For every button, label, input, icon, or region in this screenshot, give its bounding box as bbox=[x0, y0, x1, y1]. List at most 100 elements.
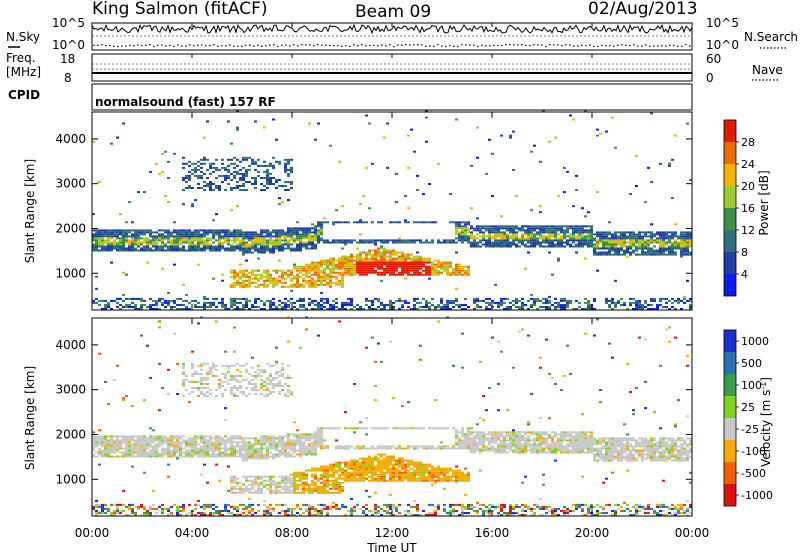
power-cell bbox=[107, 235, 110, 238]
power-cell bbox=[533, 227, 536, 230]
velocity-cell bbox=[176, 435, 179, 438]
velocity-cell bbox=[299, 475, 302, 478]
power-cell bbox=[458, 273, 461, 276]
power-cell bbox=[287, 241, 290, 244]
power-cell bbox=[650, 233, 653, 236]
velocity-cell bbox=[251, 475, 254, 478]
power-cell bbox=[659, 231, 662, 234]
velocity-cell bbox=[197, 455, 200, 458]
velocity-cell bbox=[302, 491, 305, 494]
power-cell bbox=[173, 221, 176, 224]
velocity-cell bbox=[188, 449, 191, 452]
power-cell bbox=[650, 247, 653, 250]
power-cell bbox=[287, 239, 290, 242]
velocity-cell bbox=[305, 507, 308, 510]
power-cell bbox=[557, 257, 560, 260]
power-cell bbox=[245, 299, 248, 302]
power-cell bbox=[428, 241, 431, 244]
velocity-cell bbox=[194, 437, 197, 440]
power-cell bbox=[308, 265, 311, 268]
power-cell bbox=[227, 237, 230, 240]
velocity-cell bbox=[281, 362, 284, 365]
power-cell bbox=[275, 279, 278, 282]
power-cell bbox=[287, 233, 290, 236]
velocity-cell bbox=[284, 514, 287, 516]
velocity-cell bbox=[263, 453, 266, 456]
power-cell bbox=[341, 221, 344, 224]
power-cell bbox=[122, 231, 125, 234]
velocity-cell bbox=[287, 514, 290, 516]
power-cell bbox=[338, 257, 341, 260]
power-cell bbox=[299, 297, 302, 300]
power-cell bbox=[149, 297, 152, 300]
power-cell bbox=[242, 285, 245, 288]
velocity-cell bbox=[182, 441, 185, 444]
velocity-cell bbox=[131, 503, 134, 506]
power-cell bbox=[464, 237, 467, 240]
power-cell bbox=[164, 249, 167, 252]
power-cell bbox=[611, 116, 614, 119]
power-cell bbox=[137, 245, 140, 248]
power-cell bbox=[341, 261, 344, 264]
velocity-cell bbox=[272, 383, 275, 385]
power-cell bbox=[455, 231, 458, 234]
power-cell bbox=[182, 179, 185, 181]
velocity-cell bbox=[293, 487, 296, 490]
velocity-cell bbox=[143, 453, 146, 456]
power-cell bbox=[233, 271, 236, 274]
power-cell bbox=[209, 249, 212, 252]
power-cell bbox=[380, 301, 383, 304]
power-cell bbox=[446, 271, 449, 274]
power-cell bbox=[590, 245, 593, 248]
velocity-cell bbox=[308, 449, 311, 452]
power-cell bbox=[593, 251, 596, 254]
power-cell bbox=[200, 306, 203, 308]
power-cell bbox=[614, 245, 617, 248]
power-cell bbox=[599, 233, 602, 236]
power-cell bbox=[380, 239, 383, 242]
power-cell bbox=[302, 265, 305, 268]
velocity-cell bbox=[263, 447, 266, 450]
power-cell bbox=[686, 245, 689, 248]
power-cell bbox=[614, 304, 617, 306]
velocity-cell bbox=[263, 457, 266, 460]
velocity-cell bbox=[299, 433, 302, 436]
power-cell bbox=[293, 306, 296, 308]
power-cell bbox=[434, 259, 437, 262]
velocity-cell bbox=[305, 487, 308, 490]
power-cell bbox=[110, 229, 113, 232]
power-cell bbox=[332, 241, 335, 244]
power-cell bbox=[332, 267, 335, 270]
power-cell bbox=[152, 299, 155, 302]
power-cell bbox=[143, 247, 146, 250]
noise-search-dot bbox=[125, 45, 127, 47]
power-cell bbox=[473, 299, 476, 302]
power-cell bbox=[116, 136, 119, 139]
power-cell bbox=[320, 279, 323, 282]
power-cell bbox=[260, 277, 263, 280]
power-cell bbox=[182, 231, 185, 234]
power-cell bbox=[275, 306, 278, 308]
power-cell bbox=[104, 308, 107, 310]
power-cell bbox=[257, 239, 260, 242]
power-cell bbox=[101, 249, 104, 252]
velocity-cell bbox=[227, 366, 230, 369]
power-cell bbox=[461, 225, 464, 228]
power-cell bbox=[470, 237, 473, 240]
velocity-cell bbox=[293, 441, 296, 444]
velocity-cell bbox=[311, 441, 314, 444]
velocity-cell bbox=[308, 437, 311, 440]
power-cell bbox=[521, 235, 524, 238]
power-cell bbox=[674, 245, 677, 248]
velocity-cell bbox=[212, 443, 215, 446]
power-cell bbox=[188, 235, 191, 238]
velocity-cell bbox=[158, 445, 161, 448]
power-cell bbox=[134, 304, 137, 306]
power-cell bbox=[242, 156, 245, 159]
power-cell bbox=[413, 299, 416, 302]
power-cell bbox=[392, 306, 395, 308]
power-cell bbox=[350, 241, 353, 244]
power-cell bbox=[401, 255, 404, 258]
velocity-cell bbox=[203, 378, 206, 381]
velocity-cell bbox=[248, 437, 251, 440]
